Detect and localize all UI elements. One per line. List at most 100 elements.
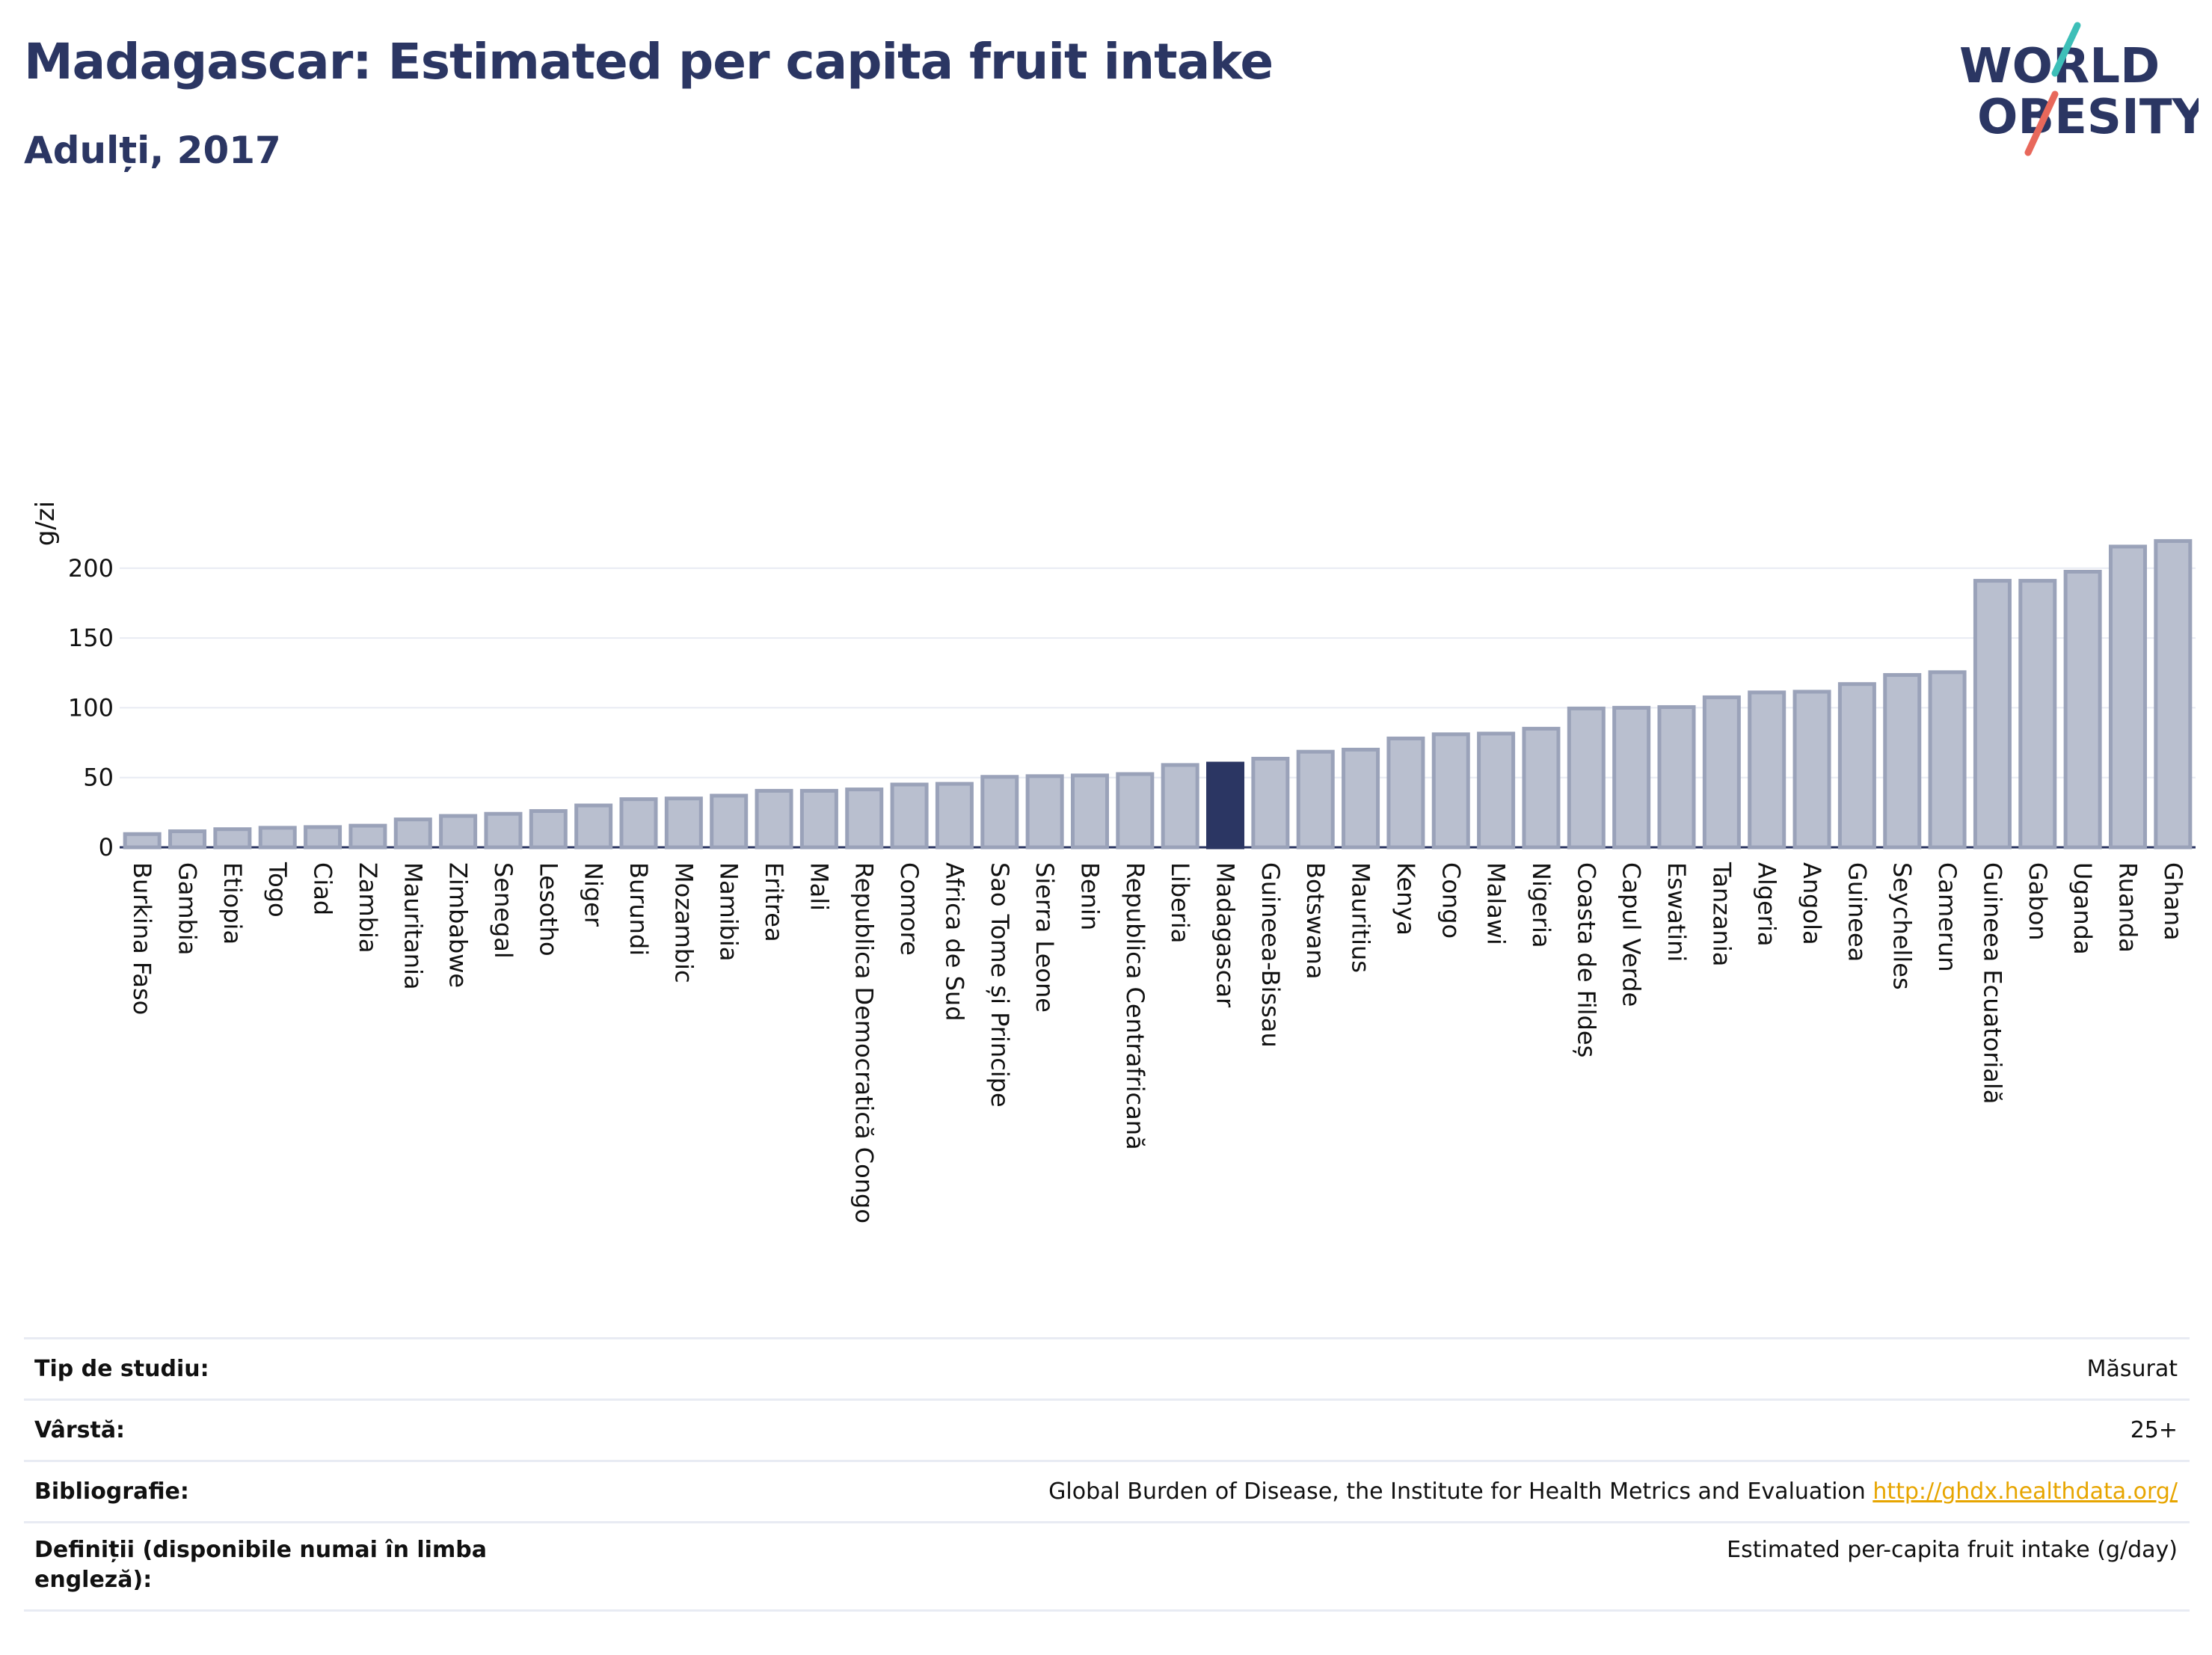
x-category-label: Eritrea (760, 862, 788, 942)
x-category-label: Senegal (489, 862, 517, 959)
bar[interactable] (1883, 673, 1922, 850)
bar[interactable] (348, 823, 387, 850)
y-axis-title: g/zi (31, 501, 61, 546)
bar[interactable] (1567, 706, 1606, 850)
bar[interactable] (1386, 736, 1425, 850)
info-value: Măsurat (2087, 1354, 2178, 1384)
info-label: Definiții (disponibile numai în limba en… (34, 1537, 487, 1593)
bar[interactable] (2154, 538, 2193, 850)
bar[interactable] (2108, 544, 2147, 850)
bar[interactable] (890, 782, 929, 850)
world-obesity-logo: WORLD OBESITY (1959, 22, 2199, 156)
bar[interactable] (619, 797, 658, 850)
bar[interactable] (1116, 772, 1155, 850)
bar[interactable] (1612, 705, 1651, 850)
x-category-label: Tanzania (1707, 862, 1736, 966)
y-tick-label: 150 (68, 624, 114, 652)
bar[interactable] (574, 803, 613, 850)
bar[interactable] (1702, 695, 1741, 850)
bar[interactable] (1025, 774, 1064, 850)
info-value: Estimated per-capita fruit intake (g/day… (1727, 1535, 2178, 1565)
x-category-label: Ciad (309, 862, 337, 915)
bar[interactable] (1522, 726, 1561, 850)
x-category-label: Angola (1798, 862, 1826, 945)
bar[interactable] (1296, 749, 1335, 850)
x-category-label: Ruanda (2113, 862, 2142, 953)
x-category-label: Niger (580, 862, 608, 927)
bar-chart: 0 50 100 150 200 Burkina Faso Gambia Etiopia To… (31, 501, 2196, 1223)
bar[interactable] (664, 796, 703, 850)
x-category-label: Burundi (624, 862, 653, 956)
bar[interactable] (1251, 757, 1290, 850)
bibliography-link[interactable]: http://ghdx.healthdata.org/ (1872, 1479, 2178, 1505)
x-category-label: Malawi (1482, 862, 1511, 945)
y-tick-label: 50 (83, 764, 114, 792)
bar[interactable] (1342, 747, 1380, 850)
bar[interactable] (1070, 773, 1109, 850)
bar[interactable] (123, 832, 162, 850)
bars (123, 538, 2193, 850)
bar[interactable] (304, 825, 342, 850)
bar[interactable] (529, 808, 568, 850)
x-category-label: Lesotho (534, 862, 562, 957)
bar[interactable] (484, 811, 523, 850)
bar[interactable] (1748, 690, 1787, 850)
x-category-label: Liberia (1166, 862, 1194, 943)
bar[interactable] (1973, 579, 2012, 850)
x-category-label: Capul Verde (1617, 862, 1646, 1007)
y-tick-label: 100 (68, 693, 114, 722)
bar[interactable] (168, 829, 207, 850)
bar[interactable] (393, 817, 432, 850)
info-row: Tip de studiu: Măsurat (24, 1337, 2190, 1398)
x-category-label: Mozambic (669, 862, 698, 983)
bar[interactable] (1431, 732, 1470, 850)
x-category-label: Uganda (2068, 862, 2097, 955)
x-category-label: Sierra Leone (1030, 862, 1059, 1013)
bar[interactable] (845, 787, 884, 850)
bar[interactable] (1837, 682, 1876, 850)
bar[interactable] (1477, 731, 1516, 850)
info-value-text: Estimated per-capita fruit intake (g/day… (1727, 1537, 2178, 1563)
bar[interactable] (439, 814, 478, 850)
bar[interactable] (2063, 569, 2102, 850)
info-label: Bibliografie: (34, 1479, 189, 1505)
x-category-label: Benin (1075, 862, 1104, 930)
x-category-label: Seychelles (1888, 862, 1917, 990)
bar[interactable] (980, 775, 1019, 850)
x-category-label: Mali (805, 862, 833, 911)
logo-slash-coral (2024, 90, 2059, 156)
bar[interactable] (935, 782, 974, 850)
x-category-label: Guineea-Bissau (1256, 862, 1285, 1048)
bar-highlighted[interactable] (1206, 761, 1245, 850)
x-category-label: Sao Tome și Principe (986, 862, 1014, 1108)
x-category-label: Burkina Faso (128, 862, 156, 1015)
bar[interactable] (710, 793, 749, 850)
bar[interactable] (258, 826, 297, 850)
bar[interactable] (1657, 704, 1696, 850)
info-label: Vârstă: (34, 1417, 126, 1443)
x-category-label: Gabon (2024, 862, 2052, 941)
info-row: Bibliografie: Global Burden of Disease, t… (24, 1460, 2190, 1521)
bar[interactable] (1792, 690, 1831, 850)
chart-subtitle: Adulți, 2017 (24, 129, 281, 172)
logo-slash-teal (2051, 22, 2081, 77)
info-value-text: Măsurat (2086, 1356, 2178, 1382)
info-row: Definiții (disponibile numai în limba en… (24, 1521, 2190, 1609)
x-category-label: Algeria (1753, 862, 1781, 946)
bar[interactable] (799, 788, 838, 850)
info-value: 25+ (2130, 1416, 2178, 1446)
bar[interactable] (1928, 670, 1967, 850)
x-category-label: Camerun (1933, 862, 1961, 972)
info-table-bottom-border (24, 1609, 2190, 1612)
bar[interactable] (213, 827, 252, 850)
info-value-text: Global Burden of Disease, the Institute … (1048, 1479, 1873, 1505)
x-category-label: Republica Democratică Congo (850, 862, 879, 1223)
bar[interactable] (2018, 579, 2057, 850)
x-category-label: Etiopia (218, 862, 247, 945)
x-category-label: Eswatini (1662, 862, 1691, 962)
bar[interactable] (755, 788, 793, 850)
bar[interactable] (1161, 763, 1199, 850)
info-value-text: 25+ (2130, 1417, 2178, 1443)
info-value: Global Burden of Disease, the Institute … (1048, 1477, 2178, 1507)
x-category-label: Nigeria (1527, 862, 1555, 948)
